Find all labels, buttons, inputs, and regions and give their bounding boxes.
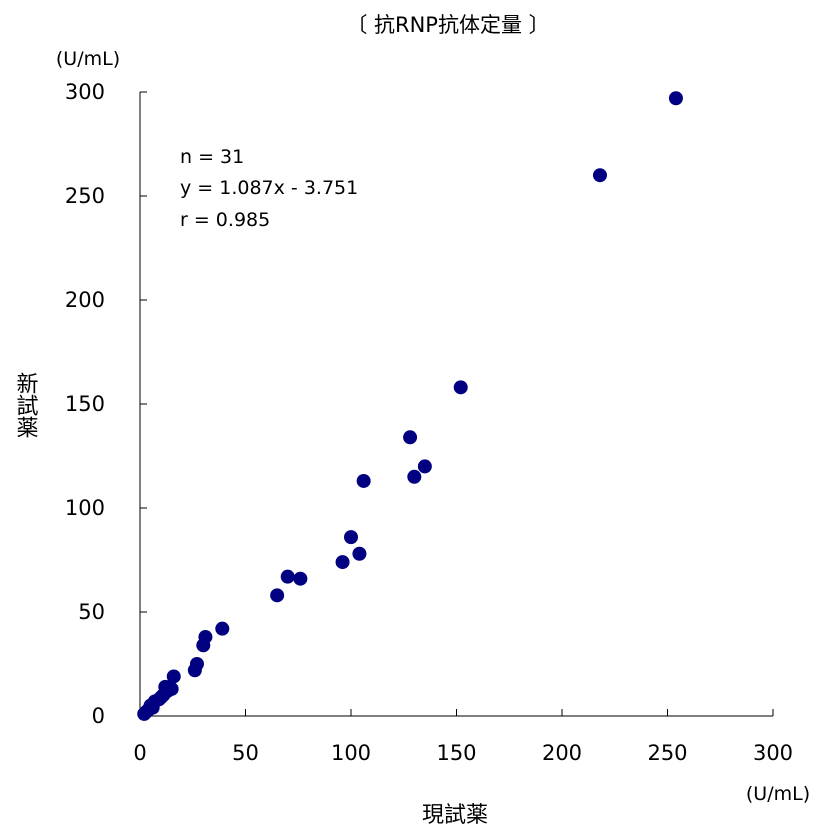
data-point: [166, 669, 181, 684]
data-point: [215, 621, 230, 636]
data-point: [352, 546, 367, 561]
y-tick-label: 100: [65, 496, 105, 520]
y-tick-label: 250: [65, 184, 105, 208]
x-axis-unit: (U/mL): [746, 783, 810, 805]
annotation-n: n = 31: [180, 146, 244, 168]
data-point: [403, 430, 418, 445]
x-tick-label: 200: [542, 741, 582, 765]
y-axis-unit: (U/mL): [56, 48, 120, 70]
x-tick-label: 100: [331, 741, 371, 765]
annotation-r: r = 0.985: [180, 209, 270, 231]
data-points: [137, 91, 683, 721]
data-point: [189, 657, 204, 671]
y-axis-label: 新試薬: [13, 372, 39, 438]
data-point: [417, 459, 432, 474]
chart-title: 〔 抗RNP抗体定量 〕: [346, 13, 549, 37]
x-tick-label: 0: [133, 741, 146, 765]
annotation-regression: y = 1.087x - 3.751: [180, 177, 358, 199]
x-tick-label: 250: [647, 741, 687, 765]
x-tick-label: 150: [436, 741, 476, 765]
y-tick-label: 200: [65, 288, 105, 312]
data-point: [270, 588, 285, 603]
y-tick-label: 300: [65, 80, 105, 104]
data-point: [335, 555, 350, 570]
data-point: [592, 168, 607, 183]
x-tick-label: 50: [232, 741, 259, 765]
x-tick-label: 300: [753, 741, 793, 765]
data-point: [164, 681, 179, 696]
data-point: [356, 473, 371, 488]
data-point: [407, 469, 422, 484]
data-point: [668, 91, 683, 106]
x-axis-label: 現試薬: [422, 803, 488, 828]
y-tick-label: 50: [78, 600, 105, 624]
data-point: [344, 530, 358, 545]
data-point: [154, 690, 169, 705]
y-tick-label: 150: [65, 392, 105, 416]
data-point: [280, 569, 295, 584]
y-tick-label: 0: [92, 704, 105, 728]
data-point: [198, 629, 213, 644]
data-point: [145, 700, 160, 715]
y-axis-ticks: 0 50 100 150 200 250 300: [65, 80, 147, 728]
x-axis-ticks: 0 50 100 150 200 250 300: [133, 709, 793, 765]
data-point: [453, 380, 468, 395]
data-point: [293, 571, 308, 586]
